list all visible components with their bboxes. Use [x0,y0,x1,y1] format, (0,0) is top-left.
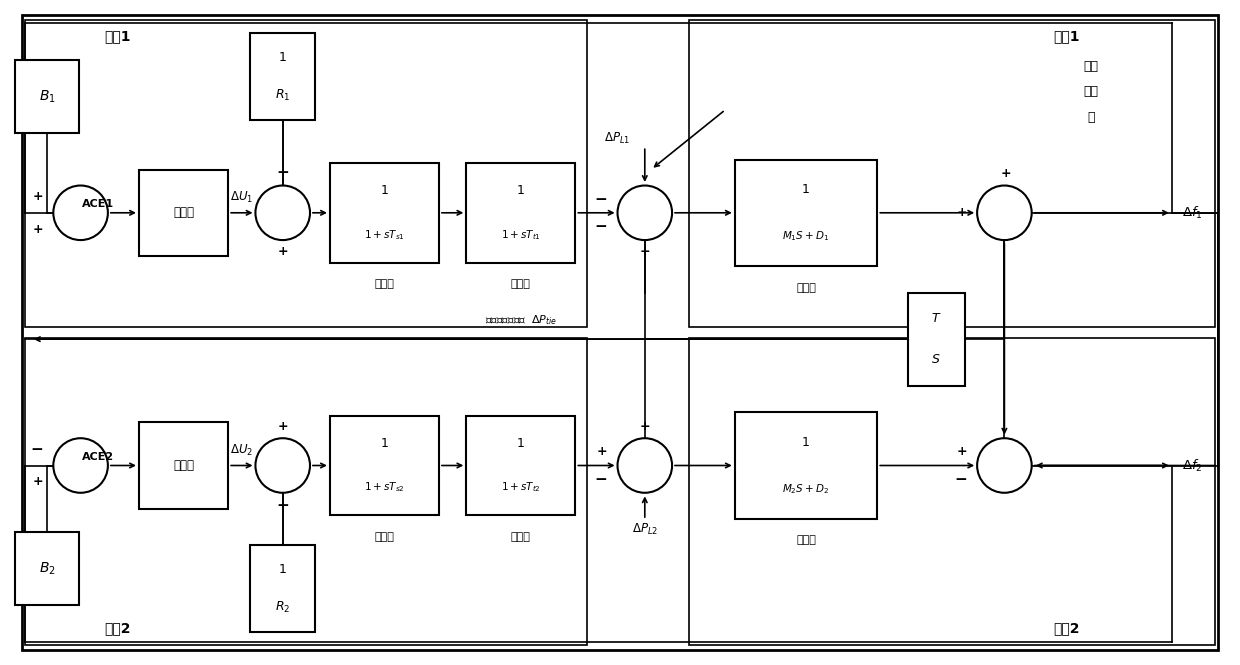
FancyBboxPatch shape [466,416,575,515]
Text: 1: 1 [381,184,388,198]
Text: $1+sT_{s2}$: $1+sT_{s2}$ [365,481,404,494]
Text: ACE2: ACE2 [82,452,114,462]
Text: +: + [32,475,43,488]
Text: −: − [31,442,43,457]
Text: +: + [278,420,288,433]
Text: $\Delta f_1$: $\Delta f_1$ [1182,205,1203,221]
Text: 1: 1 [802,183,810,196]
Text: 1: 1 [802,436,810,449]
Text: 原动机: 原动机 [511,532,531,542]
Text: $1+sT_{t1}$: $1+sT_{t1}$ [501,228,541,241]
Ellipse shape [255,438,310,493]
Text: 调速器: 调速器 [374,532,394,542]
Text: 区域1: 区域1 [1053,29,1080,44]
Text: 调速器: 调速器 [374,279,394,289]
Text: −: − [277,498,289,513]
FancyBboxPatch shape [139,422,228,509]
Text: 控制器: 控制器 [174,206,193,219]
Ellipse shape [53,186,108,240]
Text: $\Delta U_2$: $\Delta U_2$ [231,442,253,458]
Ellipse shape [977,186,1032,240]
Text: +: + [596,446,608,458]
Text: $S$: $S$ [931,353,941,366]
FancyBboxPatch shape [22,15,1218,650]
Ellipse shape [977,438,1032,493]
Text: 联络线功率偏差  $\Delta P_{tie}$: 联络线功率偏差 $\Delta P_{tie}$ [485,313,557,327]
Text: 1: 1 [279,563,286,576]
Text: 1: 1 [517,184,525,198]
Text: $\Delta P_{L2}$: $\Delta P_{L2}$ [631,522,658,537]
Text: +: + [956,446,967,458]
FancyBboxPatch shape [330,163,439,263]
Text: 控制器: 控制器 [174,459,193,472]
Ellipse shape [618,186,672,240]
Ellipse shape [255,186,310,240]
Text: +: + [32,223,43,235]
Text: +: + [640,420,650,433]
Text: −: − [595,219,608,234]
Text: $R_2$: $R_2$ [275,600,290,615]
FancyBboxPatch shape [15,532,79,605]
Text: $M_2S+D_2$: $M_2S+D_2$ [782,482,830,496]
FancyBboxPatch shape [734,412,878,519]
Text: $1+sT_{t2}$: $1+sT_{t2}$ [501,481,541,494]
Text: −: − [595,471,608,487]
Text: 区域2: 区域2 [1053,621,1080,636]
Text: 区域1: 区域1 [104,29,131,44]
Text: 发电机: 发电机 [796,535,816,545]
Text: $1+sT_{s1}$: $1+sT_{s1}$ [365,228,404,241]
Text: ACE1: ACE1 [82,200,114,209]
Text: 1: 1 [517,437,525,450]
Ellipse shape [618,438,672,493]
Text: −: − [277,165,289,180]
Text: $\Delta f_2$: $\Delta f_2$ [1182,458,1203,473]
Text: −: − [595,192,608,207]
Text: 原动机: 原动机 [511,279,531,289]
Text: +: + [278,245,288,259]
Text: 区域2: 区域2 [104,621,131,636]
Text: +: + [640,245,650,259]
FancyBboxPatch shape [908,293,965,386]
Text: 电: 电 [1087,110,1095,124]
FancyBboxPatch shape [250,33,315,120]
FancyBboxPatch shape [15,60,79,133]
Text: $\Delta U_1$: $\Delta U_1$ [231,190,253,205]
FancyBboxPatch shape [330,416,439,515]
Text: $R_1$: $R_1$ [275,88,290,103]
Text: $B_1$: $B_1$ [38,88,56,104]
FancyBboxPatch shape [139,170,228,256]
Text: −: − [955,471,967,487]
Text: $B_2$: $B_2$ [38,561,56,577]
Text: $M_1S+D_1$: $M_1S+D_1$ [782,229,830,243]
Text: +: + [1001,167,1011,180]
Text: $T$: $T$ [931,312,941,325]
Text: $\Delta P_{L1}$: $\Delta P_{L1}$ [604,131,630,146]
Text: 源发: 源发 [1084,85,1099,98]
FancyBboxPatch shape [466,163,575,263]
Text: +: + [956,206,967,219]
Text: +: + [32,190,43,203]
FancyBboxPatch shape [734,160,878,266]
FancyBboxPatch shape [250,545,315,632]
Text: 发电机: 发电机 [796,283,816,293]
Ellipse shape [53,438,108,493]
Text: 1: 1 [279,51,286,64]
Text: 新能: 新能 [1084,60,1099,73]
Text: 1: 1 [381,437,388,450]
